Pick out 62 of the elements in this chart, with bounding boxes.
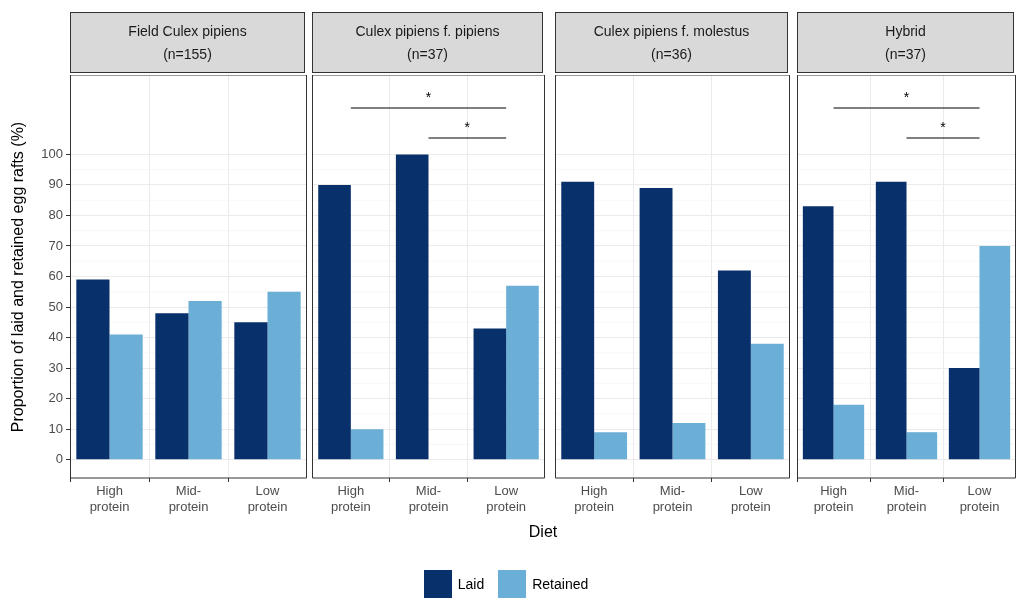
legend-label: Laid	[457, 576, 485, 592]
y-tick-label: 100	[41, 145, 63, 161]
x-tick-label: Mid-protein	[652, 483, 693, 514]
y-tick-label: 60	[48, 268, 63, 284]
annotation: *	[464, 118, 471, 135]
bar	[473, 328, 507, 460]
y-tick-label: 90	[48, 176, 63, 192]
y-tick-label: 40	[48, 329, 63, 345]
chart-subtitle: (n=155)	[162, 46, 213, 63]
bar	[188, 300, 222, 460]
bar	[76, 279, 110, 460]
x-tick-label: Low protein	[247, 483, 288, 514]
bar	[109, 334, 143, 460]
y-tick-label: 10	[48, 420, 63, 436]
x-tick-label: High protein	[89, 483, 130, 514]
annotation: *	[903, 88, 910, 105]
x-tick-label: Low protein	[486, 483, 527, 514]
bar	[350, 429, 384, 460]
chart-subtitle: (n=37)	[884, 46, 927, 63]
bar	[672, 423, 706, 460]
x-tick-label: Mid-protein	[886, 483, 927, 514]
x-tick-label: Mid-protein	[408, 483, 449, 514]
y-tick-label: 50	[48, 298, 63, 314]
bar	[802, 206, 834, 460]
x-tick-label: High protein	[813, 483, 854, 514]
y-axis-title: Proportion of laid and retained egg rafts (%)	[9, 120, 27, 435]
y-tick-label: 20	[48, 390, 63, 406]
y-tick-label: 30	[48, 359, 63, 375]
bar	[717, 270, 751, 460]
legend-label: Retained	[532, 576, 589, 592]
x-tick-label: Low protein	[730, 483, 771, 514]
x-tick-label: High protein	[574, 483, 615, 514]
y-tick-label: 0	[55, 451, 63, 467]
bar	[875, 181, 907, 460]
x-axis-title: Diet	[527, 523, 559, 541]
bar	[318, 184, 351, 460]
bar	[750, 343, 784, 460]
y-tick-label: 80	[48, 207, 63, 223]
bar	[906, 432, 938, 460]
x-tick-label: High protein	[330, 483, 371, 514]
x-tick-label: Low protein	[959, 483, 1000, 514]
bar	[506, 285, 539, 460]
bar	[948, 368, 980, 460]
chart-subtitle: (n=37)	[406, 46, 449, 63]
annotation: *	[940, 118, 947, 135]
bar	[561, 181, 595, 460]
chart-title: Hybrid	[884, 22, 927, 39]
x-tick-label: Mid-protein	[168, 483, 209, 514]
bar	[234, 322, 268, 460]
bar	[833, 404, 865, 460]
chart-subtitle: (n=36)	[650, 46, 693, 63]
chart-title: Field Culex pipiens	[127, 22, 248, 39]
annotation: *	[425, 88, 432, 105]
bar	[395, 154, 429, 460]
bar	[155, 313, 189, 460]
chart-title: Culex pipiens f. pipiens	[354, 22, 501, 39]
chart-title: Culex pipiens f. molestus	[592, 22, 751, 39]
bar	[594, 432, 628, 460]
bar	[979, 245, 1011, 460]
bar	[639, 187, 673, 460]
y-tick-label: 70	[48, 237, 63, 253]
bar	[267, 291, 301, 460]
